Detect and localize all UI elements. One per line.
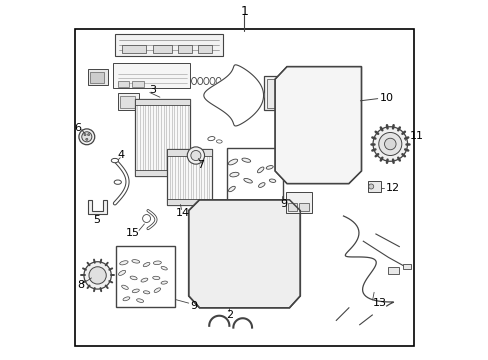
Circle shape: [368, 184, 373, 189]
Bar: [115, 246, 175, 307]
Text: 4: 4: [118, 150, 125, 160]
Polygon shape: [275, 67, 361, 184]
Text: 3: 3: [149, 85, 156, 95]
Text: 1: 1: [240, 5, 248, 18]
Bar: [89, 72, 104, 83]
Text: 9: 9: [279, 199, 286, 210]
Bar: [167, 199, 212, 205]
Ellipse shape: [114, 180, 121, 184]
Ellipse shape: [161, 266, 167, 270]
Polygon shape: [203, 65, 263, 126]
Circle shape: [378, 132, 401, 156]
Bar: [197, 45, 212, 53]
Bar: [118, 93, 139, 110]
Circle shape: [187, 147, 204, 164]
Ellipse shape: [161, 281, 167, 284]
Bar: [287, 203, 297, 211]
Text: 14: 14: [176, 208, 190, 218]
Ellipse shape: [229, 172, 239, 177]
Bar: [167, 149, 212, 156]
Text: 15: 15: [125, 228, 140, 238]
Text: 9: 9: [189, 301, 197, 311]
Ellipse shape: [207, 136, 215, 141]
Ellipse shape: [111, 158, 118, 163]
Ellipse shape: [191, 77, 196, 85]
Circle shape: [190, 150, 201, 161]
Bar: [132, 81, 143, 87]
Polygon shape: [88, 200, 107, 214]
Bar: [266, 79, 292, 108]
Bar: [299, 203, 308, 211]
Ellipse shape: [132, 260, 140, 263]
Ellipse shape: [143, 262, 150, 267]
Ellipse shape: [269, 179, 275, 183]
Polygon shape: [188, 200, 300, 308]
Ellipse shape: [216, 140, 222, 143]
Circle shape: [142, 215, 150, 222]
Ellipse shape: [143, 291, 149, 294]
Ellipse shape: [130, 276, 137, 280]
Bar: [122, 45, 145, 53]
Ellipse shape: [228, 159, 237, 165]
Ellipse shape: [132, 289, 139, 293]
Ellipse shape: [203, 77, 208, 85]
Text: 10: 10: [379, 93, 393, 103]
Ellipse shape: [152, 276, 160, 280]
Bar: [285, 192, 311, 213]
Bar: [118, 81, 129, 87]
Circle shape: [81, 132, 92, 142]
Circle shape: [85, 138, 88, 140]
Bar: [387, 267, 398, 274]
Circle shape: [384, 138, 395, 150]
Ellipse shape: [242, 158, 250, 162]
Ellipse shape: [257, 167, 264, 173]
Bar: [134, 99, 190, 176]
Bar: [167, 149, 212, 205]
Circle shape: [87, 134, 89, 136]
Text: 12: 12: [385, 183, 399, 193]
Circle shape: [84, 262, 111, 289]
Bar: [113, 63, 190, 88]
Ellipse shape: [154, 288, 160, 292]
Bar: [402, 264, 410, 269]
Ellipse shape: [118, 270, 125, 275]
Bar: [88, 69, 107, 85]
Ellipse shape: [228, 186, 235, 192]
Bar: [178, 45, 192, 53]
Text: 2: 2: [225, 310, 232, 320]
Bar: [152, 45, 172, 53]
Text: 7: 7: [197, 160, 203, 170]
Bar: [367, 181, 380, 192]
Ellipse shape: [141, 278, 147, 282]
Bar: [75, 29, 413, 346]
Circle shape: [89, 267, 106, 284]
Text: 5: 5: [93, 215, 100, 225]
Text: 8: 8: [77, 280, 84, 290]
Ellipse shape: [244, 179, 252, 183]
Ellipse shape: [120, 261, 128, 265]
Ellipse shape: [153, 261, 161, 265]
Ellipse shape: [136, 299, 143, 302]
Circle shape: [84, 134, 86, 136]
Bar: [134, 99, 190, 105]
Ellipse shape: [122, 285, 128, 289]
Ellipse shape: [265, 166, 273, 169]
Bar: [134, 170, 190, 176]
Ellipse shape: [258, 183, 264, 188]
Ellipse shape: [216, 77, 221, 85]
Polygon shape: [115, 34, 223, 56]
Bar: [227, 148, 283, 202]
Ellipse shape: [197, 77, 203, 85]
Bar: [264, 76, 295, 110]
Bar: [120, 96, 135, 108]
Ellipse shape: [209, 77, 215, 85]
Circle shape: [79, 129, 95, 145]
Ellipse shape: [123, 297, 130, 301]
Text: 6: 6: [74, 123, 81, 133]
Text: 11: 11: [409, 131, 423, 141]
Circle shape: [372, 127, 407, 161]
Text: 13: 13: [372, 298, 386, 308]
